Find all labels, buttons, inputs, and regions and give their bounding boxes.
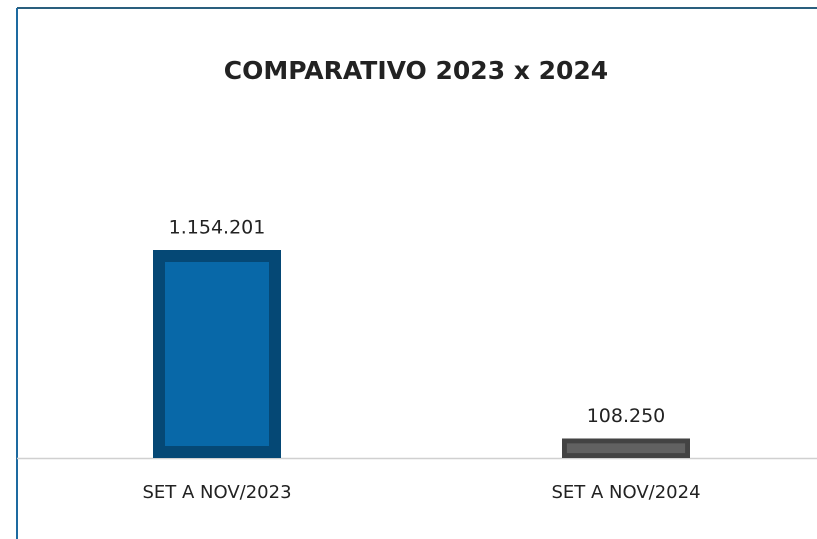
- data-label: 108.250: [587, 405, 666, 427]
- chart-title: COMPARATIVO 2023 x 2024: [224, 56, 608, 85]
- bar-face: [165, 262, 269, 446]
- bar-face: [566, 443, 686, 454]
- x-tick-label: SET A NOV/2023: [142, 482, 291, 503]
- data-label: 1.154.201: [169, 217, 266, 239]
- x-tick-label: SET A NOV/2024: [551, 482, 700, 503]
